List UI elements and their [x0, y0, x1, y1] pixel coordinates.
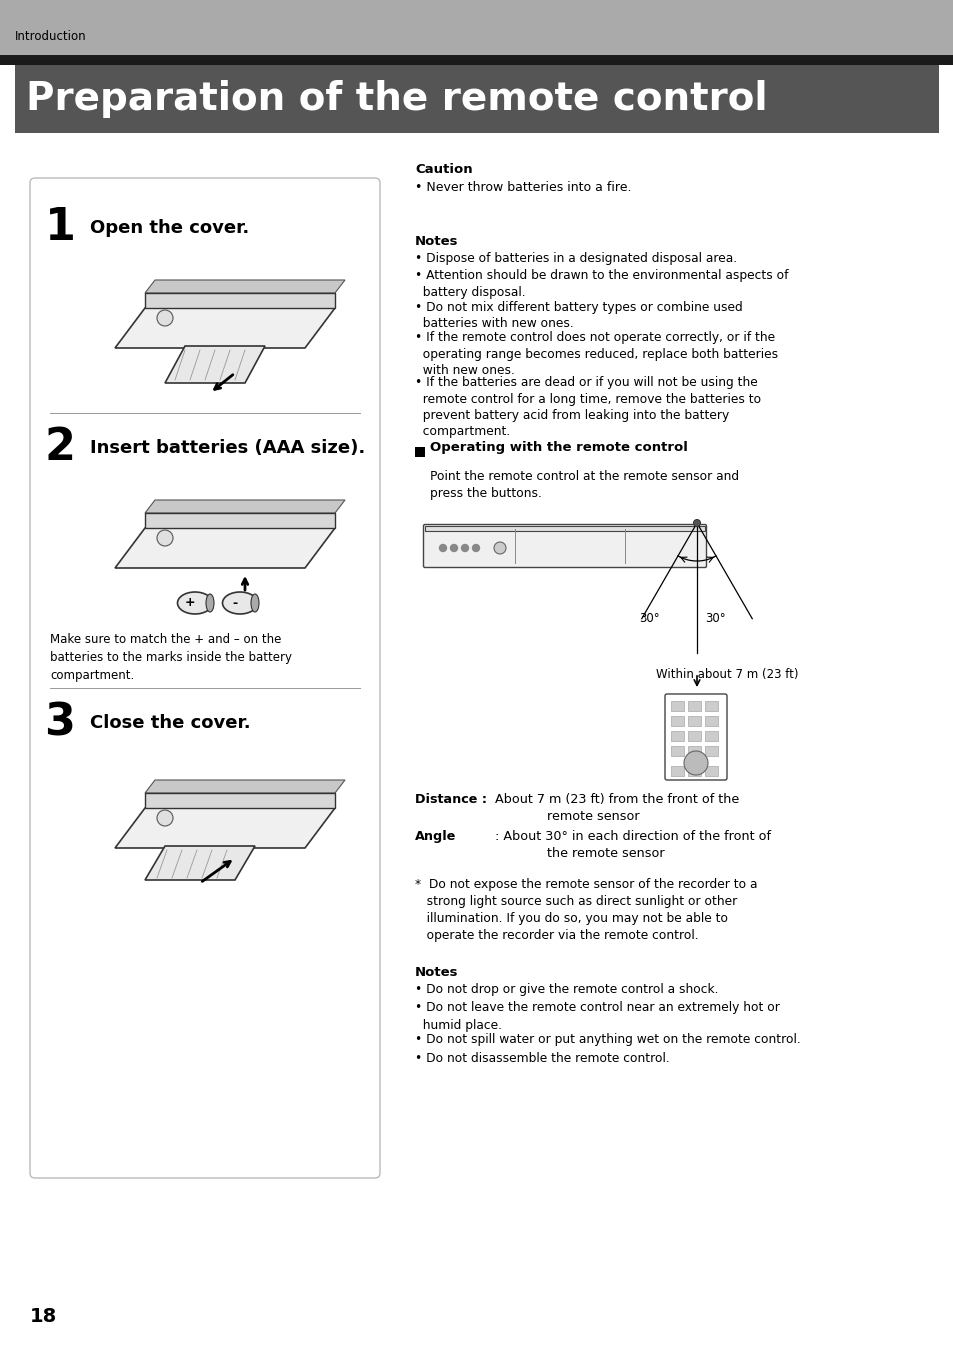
Text: • Do not spill water or put anything wet on the remote control.: • Do not spill water or put anything wet… — [415, 1034, 800, 1046]
Text: Insert batteries (AAA size).: Insert batteries (AAA size). — [90, 439, 365, 457]
Polygon shape — [115, 307, 335, 348]
Bar — [687, 701, 700, 710]
Polygon shape — [145, 500, 345, 514]
Circle shape — [157, 310, 172, 326]
Text: Operating with the remote control: Operating with the remote control — [430, 442, 687, 454]
Text: Angle: Angle — [415, 830, 456, 842]
Bar — [15, 65, 938, 133]
Text: Caution: Caution — [415, 163, 472, 177]
Text: -: - — [233, 597, 237, 609]
Text: *  Do not expose the remote sensor of the recorder to a
   strong light source s: * Do not expose the remote sensor of the… — [415, 878, 757, 942]
Text: 18: 18 — [30, 1308, 57, 1326]
Ellipse shape — [222, 592, 257, 613]
Text: Preparation of the remote control: Preparation of the remote control — [26, 80, 767, 119]
Polygon shape — [115, 807, 335, 848]
Text: • If the remote control does not operate correctly, or if the
  operating range : • If the remote control does not operate… — [415, 332, 778, 377]
Text: • Attention should be drawn to the environmental aspects of
  battery disposal.: • Attention should be drawn to the envir… — [415, 270, 788, 299]
Bar — [687, 731, 700, 741]
Circle shape — [693, 519, 700, 527]
Ellipse shape — [177, 592, 213, 613]
Text: 2: 2 — [45, 426, 75, 469]
Bar — [670, 766, 683, 776]
FancyBboxPatch shape — [423, 524, 706, 568]
Bar — [687, 716, 700, 727]
Circle shape — [494, 542, 505, 554]
Text: : About 30° in each direction of the front of
             the remote sensor: : About 30° in each direction of the fro… — [495, 830, 770, 860]
Bar — [0, 0, 953, 55]
Text: Close the cover.: Close the cover. — [90, 714, 251, 732]
Polygon shape — [424, 526, 704, 531]
Circle shape — [683, 751, 707, 775]
Text: • Never throw batteries into a fire.: • Never throw batteries into a fire. — [415, 181, 631, 194]
Text: Notes: Notes — [415, 967, 458, 979]
Text: 3: 3 — [45, 701, 75, 744]
FancyBboxPatch shape — [664, 694, 726, 780]
Text: 30°: 30° — [638, 612, 659, 624]
Bar — [687, 766, 700, 776]
Polygon shape — [145, 847, 254, 880]
Bar — [704, 766, 718, 776]
Bar — [704, 731, 718, 741]
Text: +: + — [185, 597, 195, 609]
Bar — [670, 731, 683, 741]
Circle shape — [157, 530, 172, 546]
Polygon shape — [145, 780, 345, 793]
Text: 1: 1 — [45, 206, 75, 249]
Text: • Do not disassemble the remote control.: • Do not disassemble the remote control. — [415, 1051, 669, 1065]
Text: About 7 m (23 ft) from the front of the
             remote sensor: About 7 m (23 ft) from the front of the … — [495, 793, 739, 824]
Polygon shape — [145, 793, 335, 807]
Circle shape — [461, 545, 468, 551]
Text: Introduction: Introduction — [15, 30, 87, 43]
Polygon shape — [165, 346, 265, 383]
Text: • Do not mix different battery types or combine used
  batteries with new ones.: • Do not mix different battery types or … — [415, 301, 742, 330]
Text: Open the cover.: Open the cover. — [90, 218, 249, 237]
Bar — [0, 55, 953, 65]
Bar — [670, 716, 683, 727]
Bar — [704, 745, 718, 756]
Ellipse shape — [206, 594, 213, 612]
Text: 30°: 30° — [704, 612, 724, 624]
Bar — [687, 745, 700, 756]
Ellipse shape — [251, 594, 258, 612]
FancyBboxPatch shape — [30, 178, 379, 1178]
Bar — [670, 701, 683, 710]
Text: • If the batteries are dead or if you will not be using the
  remote control for: • If the batteries are dead or if you wi… — [415, 376, 760, 438]
Polygon shape — [145, 514, 335, 528]
Polygon shape — [145, 280, 345, 293]
Circle shape — [439, 545, 446, 551]
Text: • Dispose of batteries in a designated disposal area.: • Dispose of batteries in a designated d… — [415, 252, 737, 266]
Text: Distance :: Distance : — [415, 793, 486, 806]
Circle shape — [450, 545, 457, 551]
Text: • Do not leave the remote control near an extremely hot or
  humid place.: • Do not leave the remote control near a… — [415, 1002, 779, 1031]
Text: Make sure to match the + and – on the
batteries to the marks inside the battery
: Make sure to match the + and – on the ba… — [50, 634, 292, 682]
Polygon shape — [145, 293, 335, 307]
Text: Point the remote control at the remote sensor and
press the buttons.: Point the remote control at the remote s… — [430, 470, 739, 500]
Bar — [704, 716, 718, 727]
Text: Within about 7 m (23 ft): Within about 7 m (23 ft) — [655, 669, 798, 681]
Bar — [415, 448, 424, 457]
Circle shape — [157, 810, 172, 826]
Text: • Do not drop or give the remote control a shock.: • Do not drop or give the remote control… — [415, 983, 718, 996]
Bar — [704, 701, 718, 710]
Bar — [670, 745, 683, 756]
Text: Notes: Notes — [415, 235, 458, 248]
Circle shape — [472, 545, 479, 551]
Polygon shape — [115, 528, 335, 568]
